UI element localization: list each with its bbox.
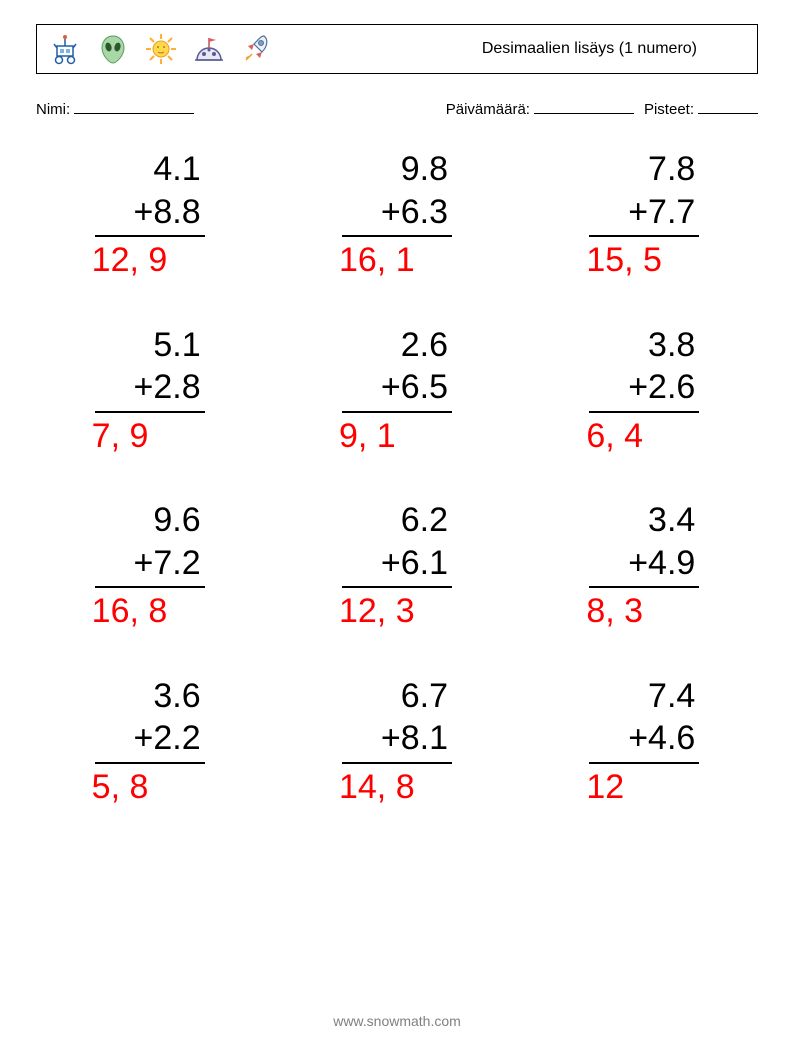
problem: 6.7+8.114, 8 xyxy=(303,675,490,809)
score-field: Pisteet: xyxy=(644,98,758,118)
top-operand: 3.4 xyxy=(589,499,699,542)
score-label: Pisteet: xyxy=(644,101,694,118)
date-blank xyxy=(534,98,634,114)
top-operand: 3.8 xyxy=(589,324,699,367)
answer: 7, 9 xyxy=(90,415,210,458)
header-box: Desimaalien lisäys (1 numero) xyxy=(36,24,758,74)
problem: 7.8+7.715, 5 xyxy=(551,148,738,282)
worksheet-title: Desimaalien lisäys (1 numero) xyxy=(482,40,747,58)
bottom-operand: +6.5 xyxy=(342,366,452,413)
bottom-operand: +2.2 xyxy=(95,717,205,764)
answer: 12, 9 xyxy=(90,239,210,282)
top-operand: 9.6 xyxy=(95,499,205,542)
answer: 14, 8 xyxy=(337,766,457,809)
top-operand: 5.1 xyxy=(95,324,205,367)
top-operand: 2.6 xyxy=(342,324,452,367)
bottom-operand: +8.1 xyxy=(342,717,452,764)
top-operand: 6.7 xyxy=(342,675,452,718)
date-label: Päivämäärä: xyxy=(446,101,530,118)
bottom-operand: +4.6 xyxy=(589,717,699,764)
answer: 16, 1 xyxy=(337,239,457,282)
top-operand: 6.2 xyxy=(342,499,452,542)
answer: 15, 5 xyxy=(584,239,704,282)
problem: 2.6+6.59, 1 xyxy=(303,324,490,458)
problem: 7.4+4.612 xyxy=(551,675,738,809)
top-operand: 9.8 xyxy=(342,148,452,191)
problem: 4.1+8.812, 9 xyxy=(56,148,243,282)
bottom-operand: +2.8 xyxy=(95,366,205,413)
problem: 9.6+7.216, 8 xyxy=(56,499,243,633)
rover-icon xyxy=(47,31,83,67)
name-field: Nimi: xyxy=(36,98,194,118)
bottom-operand: +8.8 xyxy=(95,191,205,238)
name-label: Nimi: xyxy=(36,101,70,118)
problem: 3.4+4.98, 3 xyxy=(551,499,738,633)
answer: 6, 4 xyxy=(584,415,704,458)
problem: 3.8+2.66, 4 xyxy=(551,324,738,458)
name-blank xyxy=(74,98,194,114)
score-blank xyxy=(698,98,758,114)
bottom-operand: +7.2 xyxy=(95,542,205,589)
top-operand: 7.8 xyxy=(589,148,699,191)
problems-grid: 4.1+8.812, 99.8+6.316, 17.8+7.715, 55.1+… xyxy=(36,148,758,808)
dome-icon xyxy=(191,31,227,67)
footer-url: www.snowmath.com xyxy=(0,1013,794,1029)
bottom-operand: +6.3 xyxy=(342,191,452,238)
rocket-icon xyxy=(239,31,275,67)
alien-icon xyxy=(95,31,131,67)
bottom-operand: +7.7 xyxy=(589,191,699,238)
answer: 5, 8 xyxy=(90,766,210,809)
date-field: Päivämäärä: xyxy=(446,98,634,118)
answer: 12 xyxy=(584,766,704,809)
answer: 9, 1 xyxy=(337,415,457,458)
top-operand: 3.6 xyxy=(95,675,205,718)
problem: 9.8+6.316, 1 xyxy=(303,148,490,282)
top-operand: 7.4 xyxy=(589,675,699,718)
bottom-operand: +6.1 xyxy=(342,542,452,589)
answer: 8, 3 xyxy=(584,590,704,633)
answer: 12, 3 xyxy=(337,590,457,633)
bottom-operand: +4.9 xyxy=(589,542,699,589)
problem: 6.2+6.112, 3 xyxy=(303,499,490,633)
answer: 16, 8 xyxy=(90,590,210,633)
bottom-operand: +2.6 xyxy=(589,366,699,413)
problem: 3.6+2.25, 8 xyxy=(56,675,243,809)
meta-row: Nimi: Päivämäärä: Pisteet: xyxy=(36,98,758,118)
sun-icon xyxy=(143,31,179,67)
top-operand: 4.1 xyxy=(95,148,205,191)
problem: 5.1+2.87, 9 xyxy=(56,324,243,458)
header-icons xyxy=(47,31,275,67)
